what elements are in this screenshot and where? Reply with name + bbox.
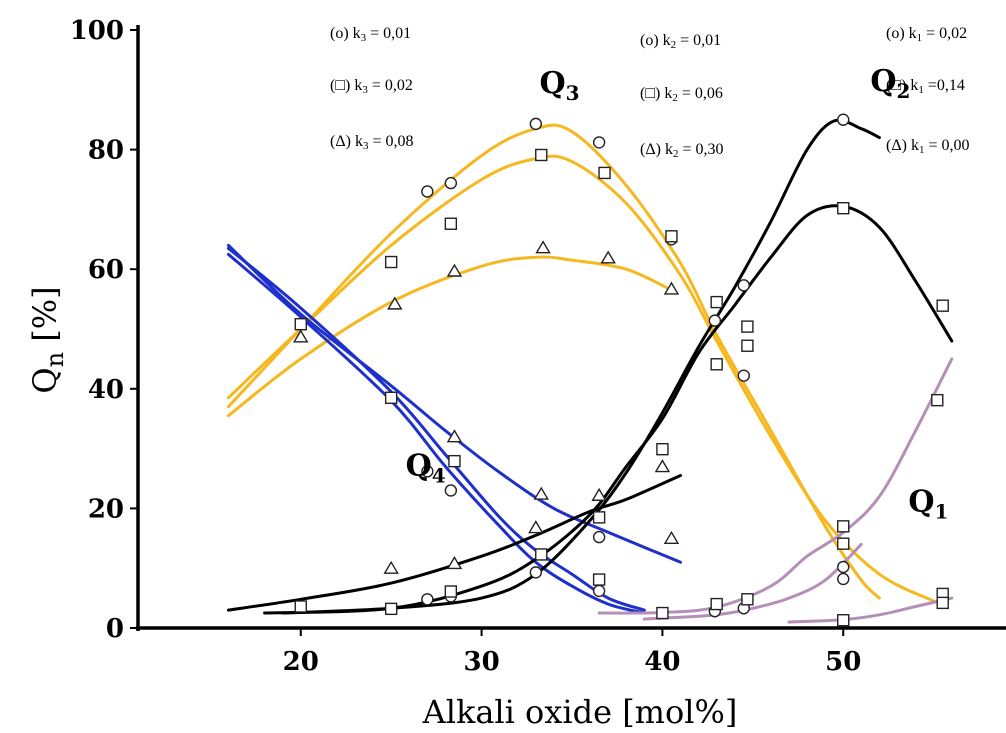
curve-q4-triangle (228, 245, 680, 562)
circle-marker (838, 562, 849, 573)
x-axis-label: Alkali oxide [mol%] (422, 693, 738, 731)
curve-q1-circle (644, 544, 861, 619)
square-marker (742, 594, 753, 605)
square-marker (838, 521, 849, 532)
y-tick-label: 40 (88, 375, 124, 405)
svg-text:Qn [%]: Qn [%] (26, 286, 69, 393)
square-marker (838, 615, 849, 626)
circle-marker (594, 532, 605, 543)
rate-constant-label: (Δ) k2 = 0,30 (640, 141, 723, 160)
rate-constant-label: (o) k1 = 0,02 (886, 25, 967, 44)
curve-q2-circle (283, 120, 880, 613)
y-axis-label: Qn [%] (26, 286, 69, 393)
square-marker (742, 340, 753, 351)
square-marker (742, 321, 753, 332)
rate-constant-label: (□) k2 = 0,06 (640, 85, 723, 104)
circle-marker (594, 137, 605, 148)
circle-marker (738, 280, 749, 291)
square-marker (599, 167, 610, 178)
triangle-marker (602, 252, 615, 263)
y-tick-label: 100 (70, 16, 124, 46)
circle-marker (738, 370, 749, 381)
circle-marker (422, 594, 433, 605)
square-marker (536, 149, 547, 160)
square-marker (594, 512, 605, 523)
square-marker (666, 231, 677, 242)
square-marker (295, 601, 306, 612)
curve-q4-circle (228, 254, 644, 613)
triangle-marker (665, 532, 678, 543)
curve-q3-square (228, 156, 933, 601)
square-marker (711, 297, 722, 308)
square-marker (937, 597, 948, 608)
y-tick-label: 80 (88, 136, 124, 166)
circle-marker (530, 118, 541, 129)
square-marker (449, 456, 460, 467)
square-marker (594, 574, 605, 585)
square-marker (838, 203, 849, 214)
y-axis-label-sub: n (41, 352, 69, 367)
y-tick-label: 0 (106, 614, 124, 644)
circle-marker (445, 485, 456, 496)
triangle-marker (593, 489, 606, 500)
square-marker (386, 392, 397, 403)
square-marker (445, 218, 456, 229)
x-tick-label: 20 (283, 647, 319, 677)
curve-q1-triangle (789, 598, 952, 622)
triangle-marker (656, 461, 669, 472)
square-marker (657, 608, 668, 619)
circle-marker (422, 186, 433, 197)
circle-marker (530, 567, 541, 578)
triangle-marker (537, 242, 550, 253)
rate-constant-label: (Δ) k3 = 0,08 (330, 133, 413, 152)
square-marker (937, 300, 948, 311)
label-q4: Q4 (406, 449, 446, 488)
curve-q4-square (228, 248, 644, 610)
circle-marker (445, 178, 456, 189)
circle-marker (838, 573, 849, 584)
x-tick-label: 50 (825, 647, 861, 677)
square-marker (386, 257, 397, 268)
x-tick-label: 30 (463, 647, 499, 677)
square-marker (536, 549, 547, 560)
square-marker (932, 395, 943, 406)
rate-constant-label: (□) k3 = 0,02 (330, 77, 413, 96)
y-tick-label: 20 (88, 494, 124, 524)
triangle-marker (529, 522, 542, 533)
curve-q1-square (599, 359, 952, 613)
y-axis-label-unit: [%] (26, 286, 64, 352)
rate-constant-label: (□) k1 =0,14 (886, 77, 965, 96)
y-tick-label: 60 (88, 255, 124, 285)
rate-constant-label: (Δ) k1 = 0,00 (886, 137, 969, 156)
square-marker (838, 538, 849, 549)
circle-marker (838, 114, 849, 125)
square-marker (386, 603, 397, 614)
triangle-marker (385, 562, 398, 573)
y-axis-label-main: Q (26, 367, 64, 393)
square-marker (295, 319, 306, 330)
square-marker (711, 599, 722, 610)
label-q1: Q1 (908, 484, 948, 523)
circle-marker (709, 315, 720, 326)
rate-constant-label: (o) k3 = 0,01 (330, 25, 411, 44)
square-marker (445, 586, 456, 597)
rate-constant-label: (o) k2 = 0,01 (640, 32, 721, 51)
x-tick-label: 40 (644, 647, 680, 677)
label-q3: Q3 (539, 66, 579, 105)
triangle-marker (448, 265, 461, 276)
triangle-marker (535, 488, 548, 499)
square-marker (711, 359, 722, 370)
square-marker (657, 444, 668, 455)
circle-marker (594, 585, 605, 596)
